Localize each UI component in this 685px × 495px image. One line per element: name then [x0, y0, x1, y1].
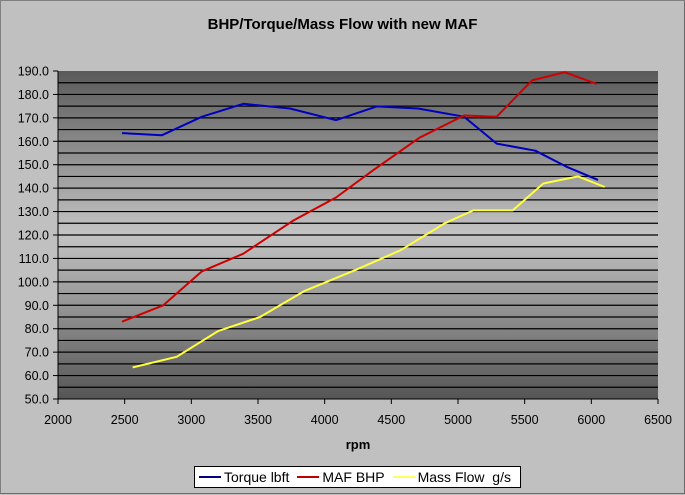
x-axis-label: rpm: [345, 437, 371, 452]
y-tick-label: 50.0: [25, 393, 49, 407]
y-tick-label: 70.0: [25, 346, 49, 360]
x-tick-label: 2500: [111, 413, 139, 427]
legend-swatch-mass-flow: [392, 476, 415, 478]
y-tick-label: 190.0: [18, 65, 49, 79]
y-tick-label: 80.0: [25, 322, 49, 336]
y-tick-label: 90.0: [25, 299, 49, 313]
legend-item-torque: Torque lbft: [199, 469, 289, 485]
x-tick-label: 4000: [311, 413, 339, 427]
y-tick-label: 160.0: [18, 135, 49, 149]
y-tick-label: 110.0: [19, 252, 49, 266]
y-tick-label: 150.0: [18, 158, 49, 172]
x-tick-label: 5500: [511, 413, 539, 427]
x-tick-label: 6000: [577, 413, 605, 427]
legend: Torque lbft MAF BHP Mass Flow g/s: [194, 466, 521, 488]
legend-swatch-torque: [199, 476, 221, 478]
y-tick-label: 130.0: [18, 205, 49, 219]
chart-title: BHP/Torque/Mass Flow with new MAF: [207, 16, 478, 33]
y-tick-label: 100.0: [18, 275, 49, 289]
x-tick-label: 2000: [44, 413, 72, 427]
x-tick-label: 3000: [177, 413, 205, 427]
legend-item-mass-flow: Mass Flow g/s: [392, 469, 511, 485]
x-tick-label: 5000: [444, 413, 472, 427]
y-tick-label: 180.0: [18, 88, 49, 102]
legend-item-maf-bhp: MAF BHP: [297, 469, 385, 485]
x-tick-label: 3500: [244, 413, 272, 427]
y-tick-label: 170.0: [18, 111, 49, 125]
mass-flow-line: [132, 175, 606, 369]
torque-line: [121, 102, 599, 181]
maf-bhp-line: [121, 71, 598, 323]
y-tick-label: 60.0: [25, 369, 49, 383]
y-tick-label: 140.0: [18, 182, 49, 196]
x-tick-label: 6500: [644, 413, 672, 427]
y-tick-label: 120.0: [18, 229, 49, 243]
x-tick-label: 4500: [377, 413, 405, 427]
legend-swatch-maf-bhp: [297, 476, 320, 478]
